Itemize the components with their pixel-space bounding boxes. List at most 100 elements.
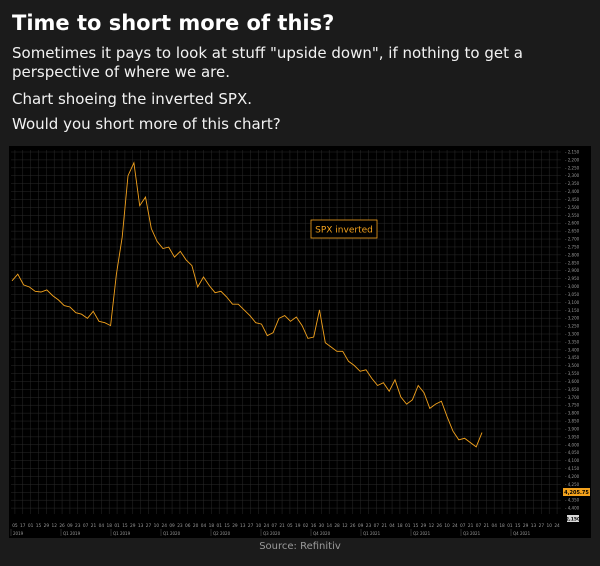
y-tick-label: - 3,500 <box>565 363 580 368</box>
x-tick-label: 16 <box>311 523 317 529</box>
x-tick-label: 29 <box>523 523 529 529</box>
y-tick-label: - 3,000 <box>565 284 580 289</box>
x-tick-label: 05 <box>287 523 293 529</box>
chart-description: Chart shoeing the inverted SPX. <box>12 90 253 108</box>
x-tick-label: 07 <box>476 523 482 529</box>
x-tick-label: 01 <box>405 523 411 529</box>
series-line-spx-inverted <box>11 161 483 448</box>
x-tick-label: 28 <box>334 523 340 529</box>
x-tick-label: 04 <box>201 523 207 529</box>
x-tick-label: 12 <box>342 523 348 529</box>
y-tick-label: - 4,000 <box>565 442 580 447</box>
y-tick-label: - 3,400 <box>565 347 580 352</box>
x-tick-label: 15 <box>36 523 42 529</box>
last-value-label: 4,205.75 <box>564 490 589 496</box>
y-tick-label: - 2,550 <box>565 213 580 218</box>
x-tick-label: 14 <box>326 523 332 529</box>
y-tick-label: - 2,900 <box>565 268 580 273</box>
x-tick-label: 20 <box>193 523 199 529</box>
quarter-label: Q2 2021 <box>413 531 431 536</box>
legend-label: SPX inverted <box>315 226 373 236</box>
x-tick-label: 15 <box>413 523 419 529</box>
x-tick-label: 27 <box>146 523 152 529</box>
y-tick-label: - 2,300 <box>565 173 580 178</box>
y-axis-ticks: - 2,150 - 2,200 - 2,250 - 2,300 - 2,350 - 2,4… <box>565 150 580 511</box>
x-tick-label: 15 <box>515 523 521 529</box>
x-tick-label: 10 <box>546 523 552 529</box>
x-tick-label: 18 <box>397 523 403 529</box>
y-tick-label: - 3,750 <box>565 403 580 408</box>
x-tick-label: 24 <box>161 523 167 529</box>
x-tick-label: 29 <box>44 523 50 529</box>
x-tick-label: 13 <box>240 523 246 529</box>
x-tick-label: 29 <box>130 523 136 529</box>
y-tick-label: - 3,450 <box>565 355 580 360</box>
quarter-label: Q1 2021 <box>363 531 381 536</box>
y-tick-label: - 3,950 <box>565 434 580 439</box>
x-tick-label: 24 <box>554 523 560 529</box>
y-tick-label: - 2,850 <box>565 260 580 265</box>
y-tick-label: - 2,350 <box>565 181 580 186</box>
x-tick-label: 07 <box>271 523 277 529</box>
y-tick-label: - 3,200 <box>565 316 580 321</box>
y-tick-label: - 2,150 <box>565 150 580 155</box>
quarter-label: 2019 <box>13 531 24 536</box>
x-tick-label: 09 <box>358 523 364 529</box>
x-tick-label: 01 <box>114 523 120 529</box>
y-tick-label: - 3,650 <box>565 387 580 392</box>
scale-badge-label: 2,150 <box>566 517 580 523</box>
chart-grid <box>11 150 561 514</box>
y-tick-label: - 3,900 <box>565 426 580 431</box>
y-tick-label: - 2,250 <box>565 165 580 170</box>
x-tick-label: 13 <box>531 523 537 529</box>
x-tick-label: 21 <box>381 523 387 529</box>
y-tick-label: - 3,250 <box>565 324 580 329</box>
y-tick-label: - 3,600 <box>565 379 580 384</box>
x-tick-label: 02 <box>303 523 309 529</box>
x-tick-label: 24 <box>452 523 458 529</box>
question-paragraph: Would you short more of this chart? <box>12 115 281 133</box>
x-tick-label: 27 <box>539 523 545 529</box>
x-tick-label: 05 <box>12 523 18 529</box>
x-tick-label: 07 <box>83 523 89 529</box>
x-tick-label: 09 <box>169 523 175 529</box>
x-tick-label: 12 <box>51 523 57 529</box>
x-tick-label: 06 <box>185 523 191 529</box>
x-tick-label: 18 <box>209 523 215 529</box>
x-tick-label: 18 <box>106 523 112 529</box>
x-tick-label: 04 <box>491 523 497 529</box>
x-tick-label: 21 <box>468 523 474 529</box>
y-tick-label: - 2,500 <box>565 205 580 210</box>
quarter-label: Q1 2020 <box>163 531 181 536</box>
x-tick-label: 10 <box>256 523 262 529</box>
x-tick-label: 10 <box>444 523 450 529</box>
x-tick-label: 26 <box>59 523 65 529</box>
y-tick-label: - 3,850 <box>565 419 580 424</box>
y-tick-label: - 2,200 <box>565 157 580 162</box>
y-tick-label: - 2,400 <box>565 189 580 194</box>
y-tick-label: - 2,600 <box>565 221 580 226</box>
x-tick-label: 18 <box>499 523 505 529</box>
quarter-label: Q1 2019 <box>63 531 81 536</box>
x-tick-label: 15 <box>224 523 230 529</box>
scale-badge: 2,150 <box>566 515 580 523</box>
x-tick-label: 24 <box>264 523 270 529</box>
y-tick-label: - 4,400 <box>565 506 580 511</box>
y-tick-label: - 4,050 <box>565 450 580 455</box>
inverted-spx-chart: - 2,150 - 2,200 - 2,250 - 2,300 - 2,350 - 2,4… <box>10 150 590 536</box>
y-tick-label: - 2,450 <box>565 197 580 202</box>
quarter-axis-labels: 2019 Q1 2019 Q1 2019 Q1 2020 Q2 2020 Q3 2020 Q… <box>10 529 531 536</box>
y-tick-label: - 3,150 <box>565 308 580 313</box>
x-tick-label: 26 <box>350 523 356 529</box>
y-tick-label: - 2,650 <box>565 229 580 234</box>
y-tick-label: - 2,700 <box>565 237 580 242</box>
x-tick-label: 09 <box>67 523 73 529</box>
x-tick-label: 15 <box>122 523 128 529</box>
x-tick-label: 21 <box>91 523 97 529</box>
x-tick-label: 07 <box>374 523 380 529</box>
quarter-label: Q4 2021 <box>513 531 531 536</box>
y-tick-label: - 3,550 <box>565 371 580 376</box>
x-tick-label: 12 <box>429 523 435 529</box>
y-tick-label: - 4,250 <box>565 482 580 487</box>
x-tick-label: 21 <box>484 523 490 529</box>
